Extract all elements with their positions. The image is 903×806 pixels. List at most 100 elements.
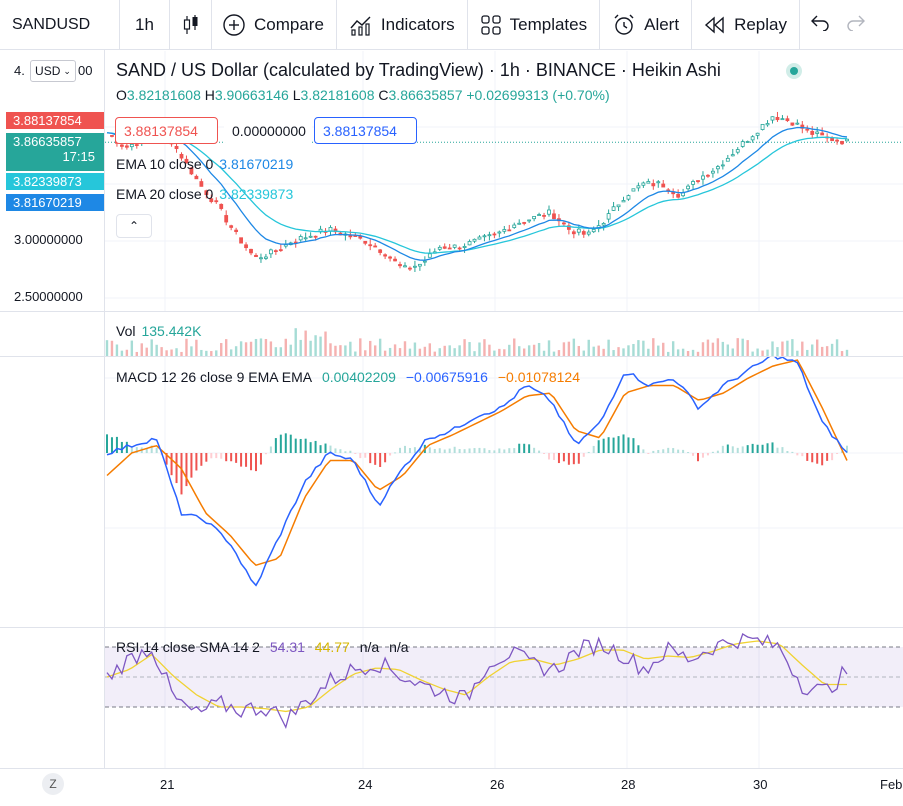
candle-body — [417, 263, 422, 267]
candle-body — [711, 170, 715, 174]
macd-histogram-bar — [617, 436, 620, 453]
macd-histogram-bar — [816, 453, 819, 464]
sell-price-flag: 3.88137854 — [6, 112, 104, 129]
replay-button[interactable]: Replay — [692, 0, 800, 50]
macd-line-value: −0.00675916 — [405, 369, 488, 385]
volume-chart[interactable] — [105, 312, 903, 356]
macd-histogram-bar — [369, 453, 372, 464]
volume-bar — [811, 344, 814, 356]
macd-histogram-bar — [543, 453, 546, 454]
candle-body — [194, 175, 199, 180]
candle-body — [393, 258, 397, 262]
chart-type-button[interactable] — [170, 0, 212, 50]
macd-histogram-bar — [235, 453, 238, 463]
candle-body — [631, 188, 636, 192]
macd-histogram-bar — [250, 453, 253, 471]
macd-histogram-bar — [374, 453, 377, 465]
candle-body — [616, 204, 621, 208]
macd-histogram-bar — [538, 450, 541, 453]
volume-pane-separator[interactable] — [0, 311, 903, 312]
undo-button[interactable] — [800, 0, 838, 50]
macd-legend[interactable]: MACD 12 26 close 9 EMA EMA 0.00402209 −0… — [116, 369, 586, 385]
candle-body — [750, 136, 755, 141]
macd-histogram-bar — [453, 446, 456, 453]
rsi-legend[interactable]: RSI 14 close SMA 14 2 54.31 44.77 n/a n/… — [116, 639, 415, 655]
ema10-line — [106, 126, 848, 261]
interval-button[interactable]: 1h — [120, 0, 170, 50]
candle-body — [542, 215, 546, 217]
compare-button[interactable]: Compare — [212, 0, 337, 50]
candle-body — [780, 118, 785, 121]
redo-button[interactable] — [838, 0, 874, 50]
volume-bar — [190, 346, 193, 356]
volume-bar — [781, 341, 784, 356]
volume-bar — [110, 340, 114, 356]
candle-body — [661, 183, 666, 188]
macd-histogram-bar — [533, 447, 536, 453]
macd-pane-separator[interactable] — [0, 356, 903, 357]
volume-bar — [607, 339, 610, 356]
volume-bar — [721, 341, 725, 356]
macd-histogram-bar — [652, 450, 655, 453]
rsi-chart[interactable] — [105, 628, 903, 768]
volume-bar — [622, 348, 625, 356]
price-chart[interactable] — [105, 51, 903, 311]
candle-body — [571, 231, 576, 235]
market-open-indicator[interactable] — [786, 63, 802, 79]
volume-bar — [751, 351, 754, 356]
macd-histogram-bar — [319, 445, 322, 453]
candle-body — [199, 181, 204, 187]
buy-button[interactable]: 3.88137854 — [314, 117, 417, 144]
volume-bar — [289, 344, 292, 356]
macd-histogram-bar — [607, 437, 610, 453]
close-label: C — [378, 87, 389, 103]
candle-body — [765, 123, 770, 126]
volume-bar — [637, 340, 640, 356]
volume-bar — [642, 340, 645, 356]
sell-button[interactable]: 3.88137854 — [115, 117, 218, 144]
symbol-label: SANDUSD — [12, 15, 91, 33]
candle-body — [745, 141, 750, 143]
macd-histogram-bar — [220, 453, 223, 459]
macd-histogram-bar — [399, 447, 402, 453]
currency-select[interactable]: USD ⌄ — [30, 60, 76, 82]
volume-bar — [294, 328, 297, 356]
ema20-value: 3.82339873 — [219, 186, 294, 202]
macd-histogram-bar — [716, 450, 719, 453]
templates-button[interactable]: Templates — [468, 0, 601, 50]
volume-legend[interactable]: Vol 135.442K — [116, 323, 207, 339]
macd-signal-value: −0.01078124 — [497, 369, 580, 385]
macd-histogram-bar — [831, 453, 834, 461]
volume-bar — [657, 345, 660, 356]
volume-bar — [130, 340, 134, 356]
alert-button[interactable]: Alert — [600, 0, 693, 50]
ema20-label: EMA 20 close 0 — [116, 186, 214, 202]
volume-bar — [314, 335, 317, 356]
macd-histogram-bar — [781, 447, 784, 453]
redo-icon — [846, 13, 866, 36]
macd-histogram-bar — [721, 445, 724, 453]
macd-histogram-bar — [642, 449, 645, 453]
indicators-button[interactable]: Indicators — [337, 0, 468, 50]
low-value: 3.82181608 — [300, 87, 375, 103]
price-scale-divider — [104, 50, 105, 768]
collapse-legend-button[interactable]: ⌃ — [116, 214, 152, 238]
volume-bar — [746, 340, 749, 356]
rsi-pane-separator[interactable] — [0, 627, 903, 628]
auto-scale-button[interactable]: Z — [42, 773, 64, 795]
macd-histogram-bar — [180, 453, 183, 495]
macd-histogram-bar — [647, 453, 650, 454]
ema20-legend[interactable]: EMA 20 close 0 3.82339873 — [116, 186, 299, 202]
candle-body — [437, 246, 442, 250]
macd-histogram-bar — [225, 453, 228, 462]
macd-histogram-bar — [662, 449, 665, 453]
volume-bar — [567, 341, 571, 356]
macd-histogram-bar — [259, 453, 262, 465]
symbol-search[interactable]: SANDUSD — [0, 0, 120, 50]
macd-histogram-bar — [165, 453, 168, 465]
macd-histogram-bar — [403, 445, 406, 453]
macd-histogram-bar — [498, 448, 501, 453]
rsi-value: 54.31 — [269, 639, 305, 655]
macd-chart[interactable] — [105, 357, 903, 627]
ema10-legend[interactable]: EMA 10 close 0 3.81670219 — [116, 156, 299, 172]
